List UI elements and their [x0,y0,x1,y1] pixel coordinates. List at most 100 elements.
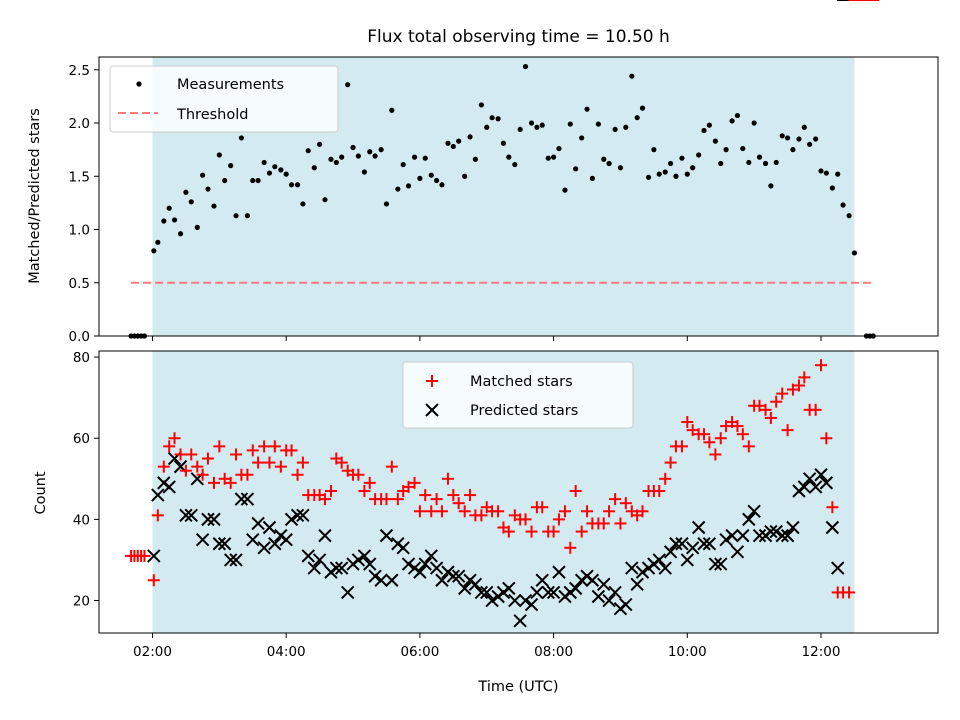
matched-star-point [519,513,532,526]
predicted-star-point [825,520,840,535]
predicted-star-point [630,577,644,592]
measurement-point [183,189,189,195]
measurement-point [851,250,858,256]
matched-star-point [764,411,777,424]
matched-star-point [686,424,699,437]
predicted-star-point [513,614,527,628]
predicted-star-point [468,577,483,592]
measurement-point [350,144,356,151]
predicted-star-point [780,528,795,543]
measurement-point [662,169,668,175]
measurement-point [528,120,535,126]
predicted-star-point [340,585,355,600]
predicted-star-point [268,537,282,551]
predicted-star-point [725,528,739,543]
predicted-star-point [652,553,666,567]
measurement-point [562,187,568,193]
predicted-star-point [262,520,277,535]
measurement-point [428,172,434,178]
ratio-panel: 0.0 0.5 1.0 1.5 2.0 2.5 Matched/Predicted sta… [27,56,939,345]
threshold-legend-label: Threshold [176,107,248,123]
measurement-point [462,173,468,179]
x-tick-label: 10:00 [668,644,707,660]
measurement-point [512,161,518,168]
measurement-point [333,159,339,166]
predicted-star-point [195,532,210,547]
measurement-point [846,213,852,219]
predicted-star-point [786,520,800,535]
measurement-point [177,231,184,237]
measurement-point [467,134,473,140]
matched-star-point [430,493,443,506]
matched-star-point [564,541,577,554]
predicted-star-point [764,524,778,539]
measurement-point [550,154,557,160]
matched-star-point [820,432,833,445]
matched-star-point [391,493,404,506]
measurement-point [478,102,484,108]
measurement-point [584,106,590,112]
x-tick-label: 08:00 [534,644,573,660]
measurement-point [567,121,573,127]
matched-star-point [698,428,711,441]
measurement-point [595,121,601,127]
matched-star-point [324,484,337,497]
predicted-star-point [147,549,161,563]
predicted-star-point [368,569,382,583]
predicted-star-point [435,573,449,587]
predicted-star-point [508,593,522,608]
predicted-star-point [229,553,243,567]
predicted-star-point [602,593,616,608]
matched-star-point [525,525,538,538]
predicted-star-point [535,573,549,587]
measurement-point [489,115,495,121]
matched-star-point [263,456,276,469]
predicted-star-point [424,549,438,563]
matched-star-point [609,493,622,506]
predicted-star-point [530,585,544,600]
predicted-legend-label: Predicted stars [470,403,578,419]
predicted-legend-marker [425,403,439,417]
predicted-star-point [747,504,761,518]
matched-star-point [675,440,688,453]
measurement-point [445,140,451,146]
measurement-point [405,183,412,189]
measurement-point [651,147,657,153]
measurement-point [434,177,440,184]
predicted-star-point [357,549,372,563]
predicted-star-point [451,569,466,583]
measurement-point [288,182,295,188]
matched-star-point [552,513,565,526]
predicted-star-point [284,512,299,527]
x-tick-label: 02:00 [133,644,172,660]
measurement-point [835,171,841,177]
predicted-star-point [396,541,410,555]
matched-star-point [258,440,271,453]
ratio-legend-box [109,65,339,133]
predicted-star-point [814,468,828,482]
count-y-tick-label: 20 [73,594,90,610]
measurement-point [762,160,769,167]
measurement-point [171,217,178,223]
predicted-star-point [301,549,315,563]
matched-star-point [458,505,471,518]
measurement-point [278,167,284,173]
predicted-star-point [714,557,728,571]
predicted-star-point [312,553,327,567]
measurement-point [645,174,652,180]
predicted-star-point [736,528,750,543]
predicted-star-point [635,565,650,579]
matched-star-point [274,460,287,473]
measurement-point [283,171,289,177]
predicted-star-point [257,541,271,555]
measurement-point [317,141,323,147]
measurement-point [261,159,267,166]
measurement-point [701,127,707,134]
measurement-point [829,185,835,191]
measurement-point [211,203,217,209]
matched-star-point [636,505,649,518]
matched-star-point [363,476,376,489]
matched-star-point [575,525,588,538]
predicted-star-point [474,585,489,600]
